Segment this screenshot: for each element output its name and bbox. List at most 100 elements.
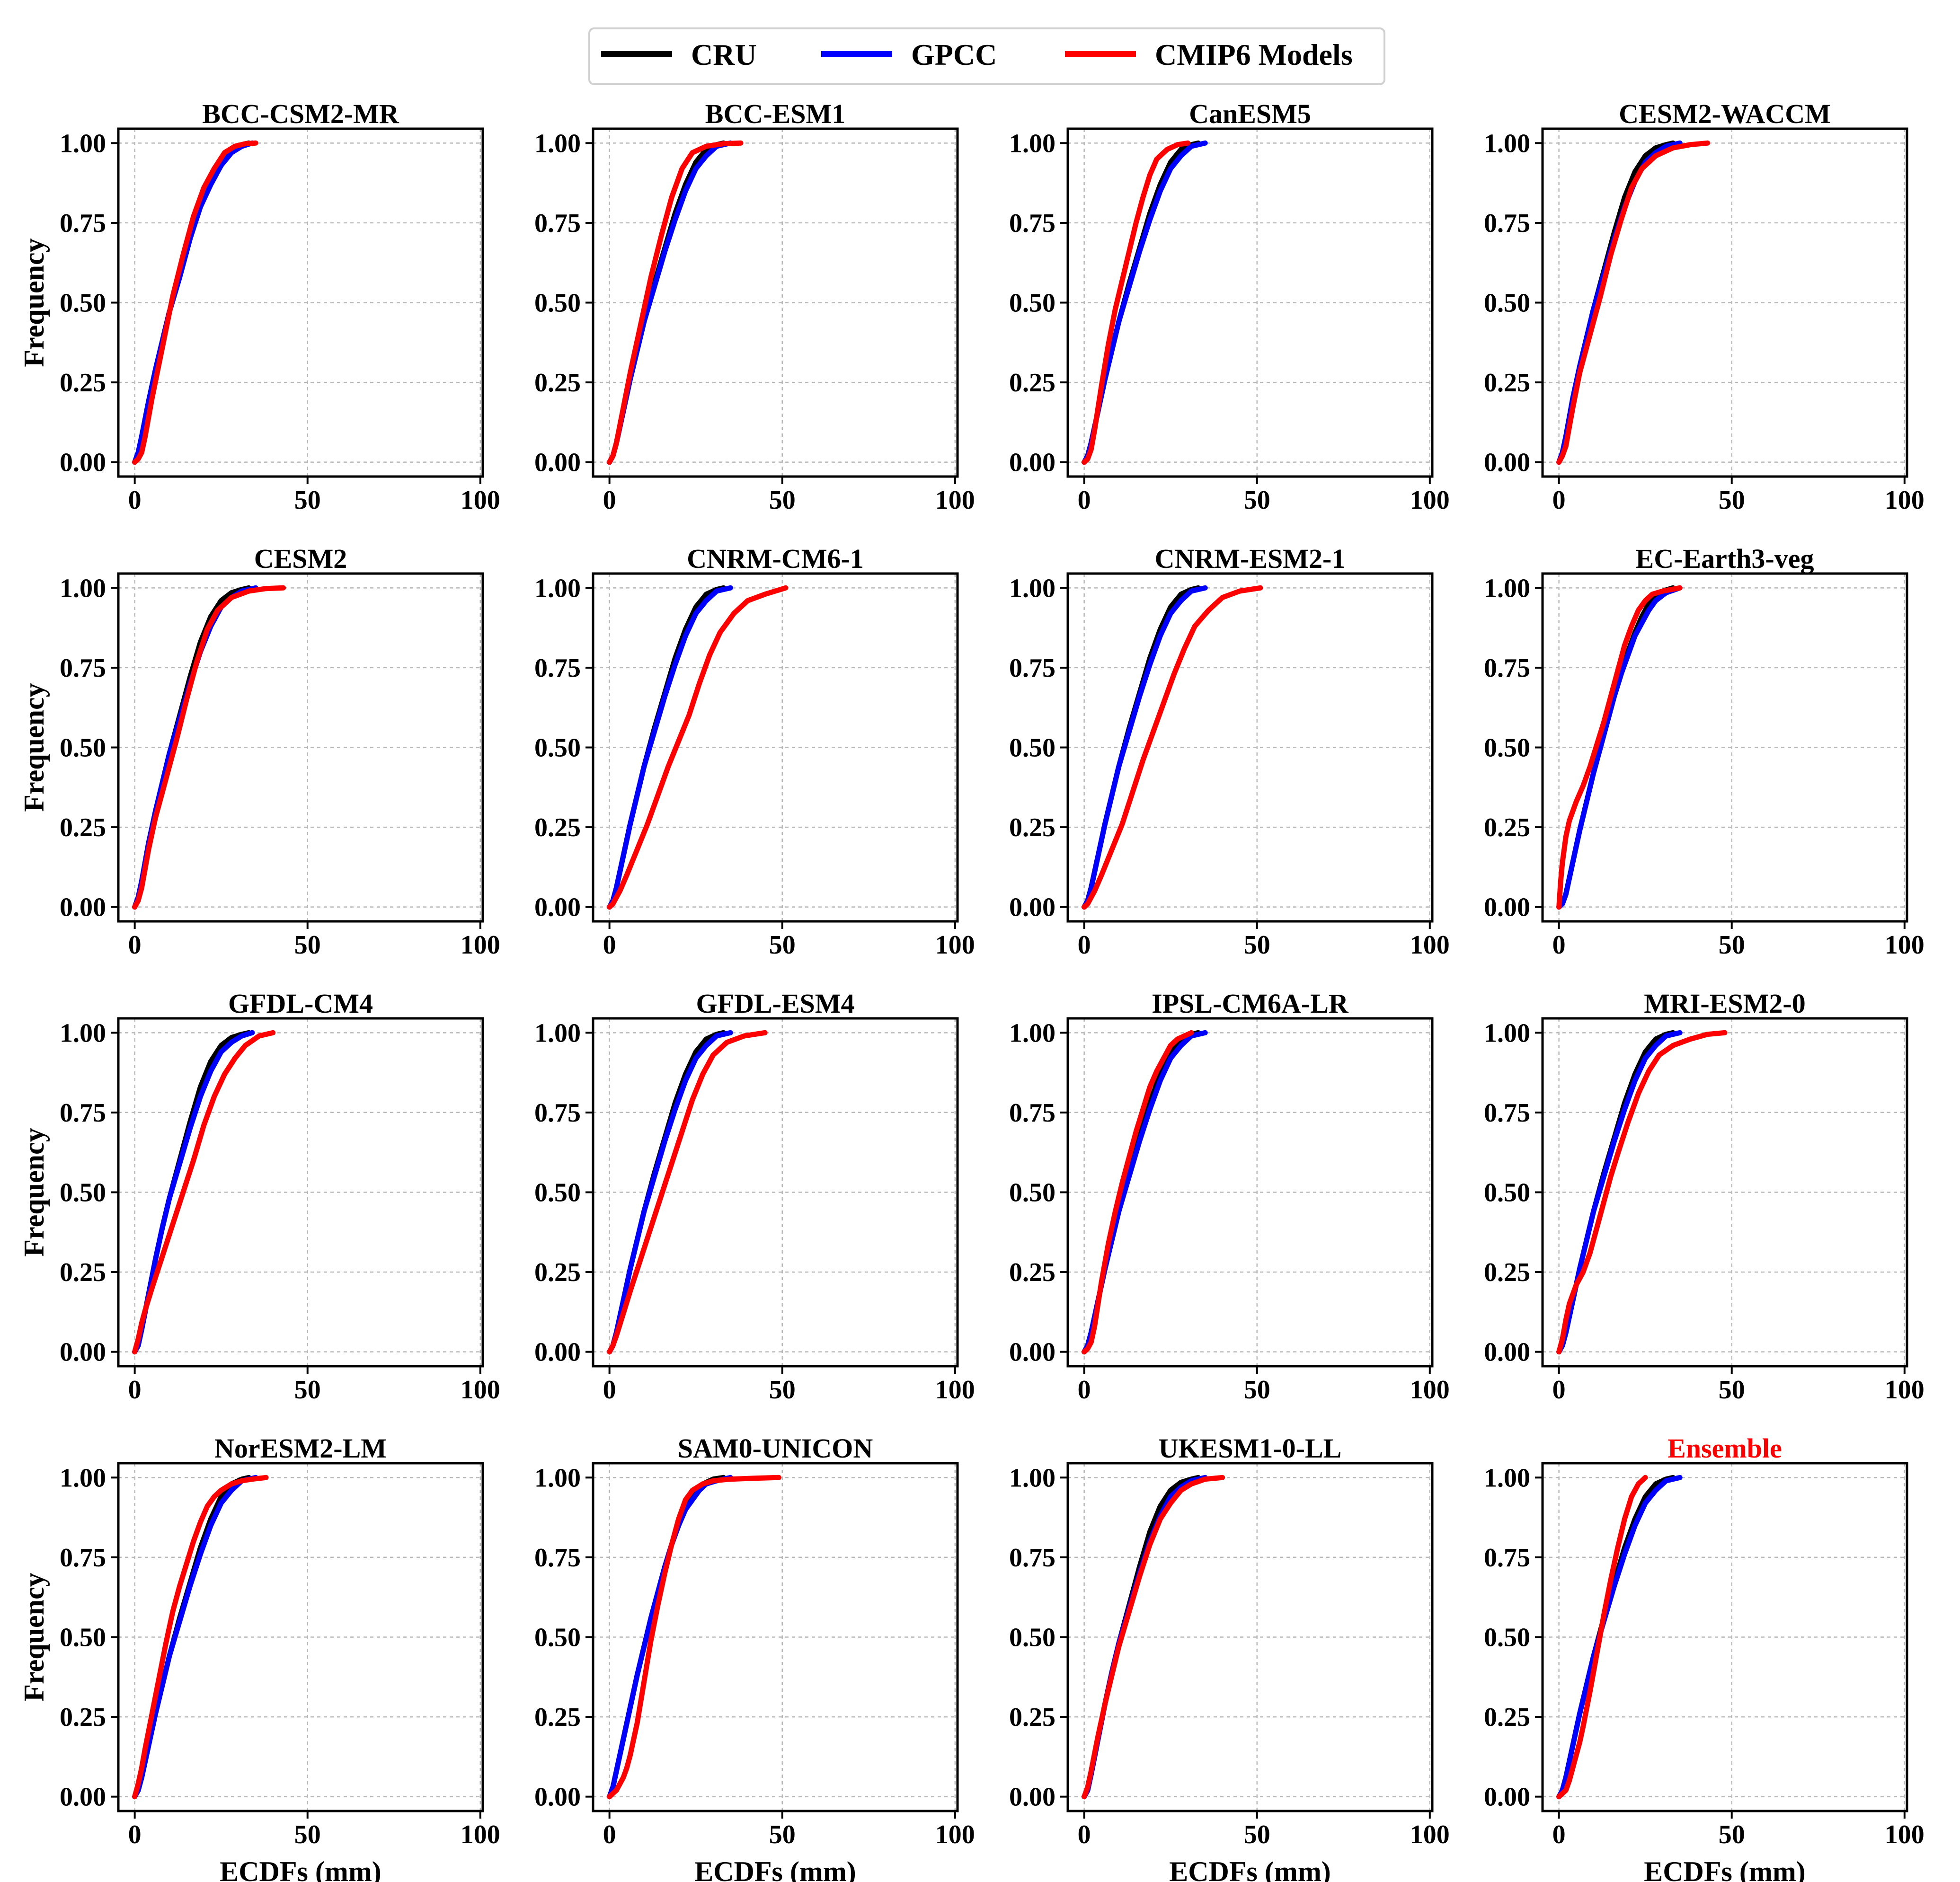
x-tick-label: 100 — [935, 930, 975, 960]
y-tick-label: 0.75 — [60, 654, 106, 683]
y-tick-label: 0.25 — [1009, 368, 1055, 398]
panel-noresm2-lm: 0 50 100 0.00 0.25 0.50 0.75 1.00 NorESM2-LM Freq… — [18, 1433, 500, 1882]
x-tick-label: 50 — [1719, 486, 1745, 515]
y-tick-label: 0.50 — [60, 289, 106, 318]
y-tick-label: 0.25 — [60, 813, 106, 842]
y-tick-label: 1.00 — [1484, 1018, 1530, 1048]
y-tick-label: 1.00 — [60, 1463, 106, 1493]
y-tick-label: 1.00 — [1009, 574, 1055, 603]
x-tick-label: 50 — [1719, 1375, 1745, 1405]
y-tick-label: 0.50 — [60, 1178, 106, 1208]
y-tick-label: 1.00 — [534, 1018, 581, 1048]
y-tick-label: 0.25 — [1009, 1258, 1055, 1287]
y-tick-label: 0.00 — [1009, 893, 1055, 922]
x-tick-label: 0 — [1552, 1820, 1566, 1849]
series-line-cmip6-models — [607, 1475, 781, 1800]
panel-ipsl-cm6a-lr: 0 50 100 0.00 0.25 0.50 0.75 1.00 IPSL-CM6A-LR — [1009, 988, 1450, 1405]
y-tick-label: 1.00 — [534, 574, 581, 603]
panel-canesm5: 0 50 100 0.00 0.25 0.50 0.75 1.00 CanESM5 — [1009, 98, 1450, 515]
y-tick-label: 0.75 — [1484, 1543, 1530, 1573]
series-line-cmip6-models — [1556, 1475, 1648, 1800]
series-line-cmip6-models — [607, 140, 744, 465]
y-tick-label: 0.00 — [1009, 448, 1055, 477]
x-tick-label: 50 — [1719, 1820, 1745, 1849]
y-tick-label: 0.50 — [1484, 289, 1530, 318]
x-tick-label: 0 — [1552, 930, 1566, 960]
x-tick-label: 100 — [935, 1375, 975, 1405]
y-tick-label: 0.75 — [1484, 654, 1530, 683]
x-tick-label: 100 — [935, 1820, 975, 1849]
y-tick-label: 0.00 — [1009, 1783, 1055, 1812]
y-tick-label: 1.00 — [1009, 129, 1055, 158]
panel-title: GFDL-ESM4 — [696, 988, 854, 1019]
legend-label-cru: CRU — [691, 38, 757, 71]
y-tick-label: 0.00 — [60, 448, 106, 477]
y-tick-label: 0.75 — [1009, 1543, 1055, 1573]
x-tick-label: 0 — [1552, 1375, 1566, 1405]
x-tick-label: 100 — [1410, 930, 1450, 960]
x-tick-label: 100 — [1410, 1820, 1450, 1849]
panel-title: Ensemble — [1667, 1433, 1782, 1464]
y-tick-label: 0.25 — [534, 1258, 581, 1287]
series-line-gpcc — [1556, 585, 1683, 910]
series-line-cmip6-models — [1556, 585, 1683, 910]
x-tick-label: 0 — [128, 1375, 142, 1405]
series-line-cmip6-models — [132, 585, 286, 910]
y-axis-label: Frequency — [18, 238, 50, 367]
y-tick-label: 0.75 — [1009, 1098, 1055, 1128]
panel-cesm2: 0 50 100 0.00 0.25 0.50 0.75 1.00 CESM2 Frequency — [18, 543, 500, 960]
x-tick-label: 100 — [1410, 486, 1450, 515]
y-tick-label: 0.00 — [1009, 1338, 1055, 1367]
y-tick-label: 1.00 — [60, 574, 106, 603]
series-line-cmip6-models — [1082, 1475, 1225, 1800]
y-tick-label: 1.00 — [1484, 1463, 1530, 1493]
y-tick-label: 0.00 — [60, 893, 106, 922]
y-tick-label: 0.75 — [1484, 1098, 1530, 1128]
x-tick-label: 50 — [769, 930, 796, 960]
y-tick-label: 0.50 — [534, 733, 581, 763]
y-tick-label: 0.25 — [1484, 368, 1530, 398]
x-tick-label: 100 — [1885, 1375, 1925, 1405]
y-tick-label: 0.50 — [1009, 289, 1055, 318]
y-tick-label: 0.25 — [1009, 1703, 1055, 1732]
x-tick-label: 50 — [769, 1375, 796, 1405]
x-tick-label: 100 — [935, 486, 975, 515]
y-tick-label: 1.00 — [1484, 574, 1530, 603]
x-tick-label: 100 — [461, 1820, 500, 1849]
series-line-cmip6-models — [1082, 585, 1263, 910]
x-tick-label: 0 — [603, 930, 616, 960]
legend-frame — [588, 27, 1385, 85]
y-tick-label: 0.50 — [1484, 1178, 1530, 1208]
x-tick-label: 100 — [461, 486, 500, 515]
x-tick-label: 50 — [1244, 1820, 1270, 1849]
legend-label-cmip6-models: CMIP6 Models — [1155, 38, 1353, 71]
panel-cnrm-cm6-1: 0 50 100 0.00 0.25 0.50 0.75 1.00 CNRM-CM6-1 — [534, 543, 975, 960]
y-tick-label: 0.75 — [60, 1098, 106, 1128]
x-tick-label: 100 — [1410, 1375, 1450, 1405]
x-tick-label: 0 — [1078, 1375, 1091, 1405]
x-tick-label: 50 — [294, 930, 321, 960]
legend-label-gpcc: GPCC — [911, 38, 997, 71]
y-tick-label: 0.00 — [534, 1783, 581, 1812]
series-line-cmip6-models — [607, 1030, 768, 1355]
x-tick-label: 0 — [603, 1375, 616, 1405]
y-tick-label: 0.00 — [1484, 1783, 1530, 1812]
y-tick-label: 1.00 — [1009, 1463, 1055, 1493]
x-tick-label: 50 — [294, 1820, 321, 1849]
panel-title: CNRM-CM6-1 — [687, 543, 864, 574]
panel-title: CESM2-WACCM — [1619, 98, 1831, 129]
y-tick-label: 0.50 — [1009, 1178, 1055, 1208]
y-tick-label: 0.50 — [1484, 733, 1530, 763]
y-tick-label: 0.25 — [1484, 813, 1530, 842]
panel-title: BCC-CSM2-MR — [202, 98, 399, 129]
y-tick-label: 0.00 — [534, 1338, 581, 1367]
y-axis-label: Frequency — [18, 1573, 50, 1701]
y-tick-label: 0.75 — [1009, 209, 1055, 238]
panel-ukesm1-0-ll: 0 50 100 0.00 0.25 0.50 0.75 1.00 UKESM1-0-LL ECD… — [1009, 1433, 1450, 1882]
y-tick-label: 1.00 — [60, 129, 106, 158]
x-tick-label: 50 — [1719, 930, 1745, 960]
y-tick-label: 0.75 — [534, 1543, 581, 1573]
y-tick-label: 0.00 — [1484, 893, 1530, 922]
x-tick-label: 0 — [603, 1820, 616, 1849]
